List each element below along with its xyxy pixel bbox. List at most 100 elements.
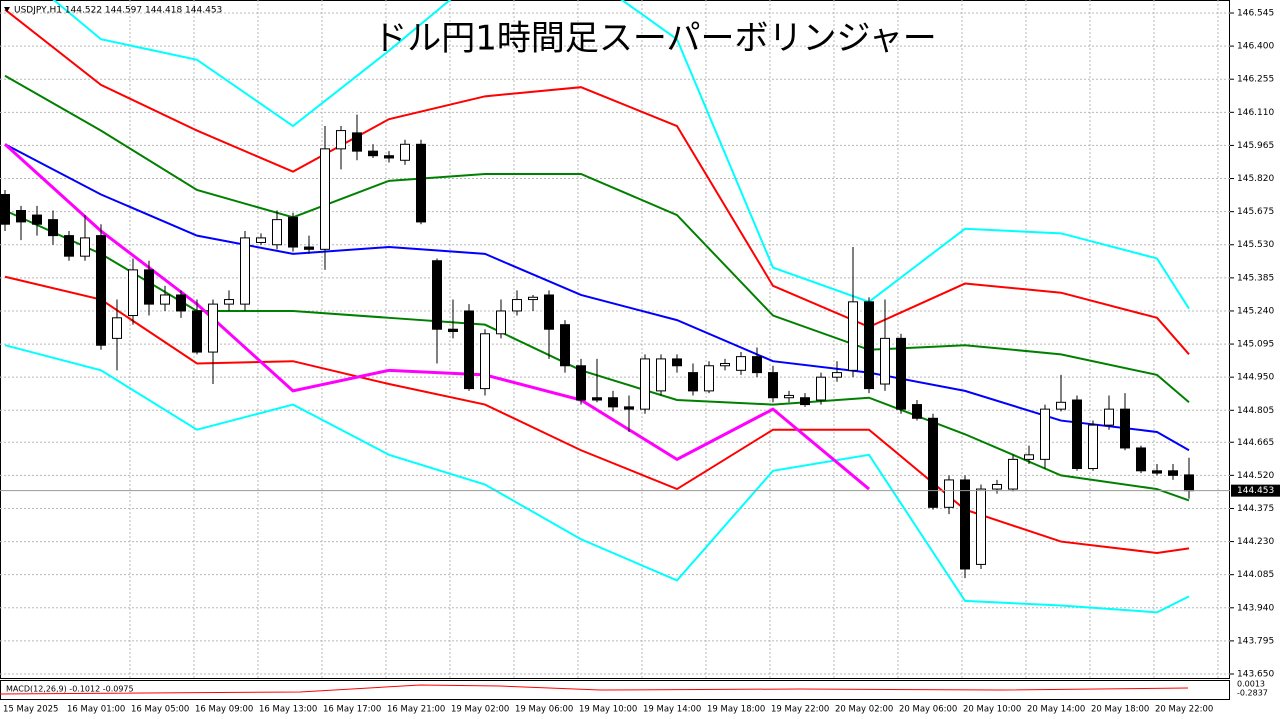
candle-body	[464, 310, 474, 390]
candle-body	[320, 148, 330, 250]
x-tick-label: 20 May 18:00	[1091, 705, 1149, 715]
y-tick-label: 145.385	[1237, 273, 1274, 283]
x-tick-label: 16 May 09:00	[195, 705, 253, 715]
price-tag	[1231, 484, 1280, 497]
candle-body	[272, 219, 282, 246]
y-tick-label: 145.965	[1237, 141, 1274, 151]
candle-body	[480, 333, 490, 390]
candle-body	[496, 310, 506, 335]
candle-body	[1088, 424, 1098, 470]
candle-body	[736, 356, 746, 371]
candle-body	[1104, 408, 1114, 426]
candles	[0, 114, 1194, 579]
candle-body	[800, 397, 810, 406]
candle-body	[1136, 447, 1146, 472]
candle-body	[640, 358, 650, 410]
candle-body	[1168, 470, 1178, 476]
x-tick-label: 20 May 14:00	[1027, 705, 1085, 715]
candle-body	[672, 358, 682, 367]
x-tick-label: 16 May 13:00	[259, 705, 317, 715]
x-tick-label: 19 May 18:00	[707, 705, 765, 715]
candle-body	[304, 246, 314, 250]
candle-body	[80, 237, 90, 257]
y-tick-label: 144.375	[1237, 504, 1274, 514]
candle-body	[0, 194, 10, 225]
x-tick-label: 19 May 10:00	[579, 705, 637, 715]
candle-body	[928, 417, 938, 508]
y-tick-label: 145.820	[1237, 174, 1274, 184]
y-tick-label: 143.795	[1237, 636, 1274, 646]
y-tick-label: 146.400	[1237, 42, 1274, 52]
candle-body	[976, 488, 986, 565]
macd-tick: 0.0013	[1237, 680, 1265, 689]
band-line	[4, 74, 1190, 404]
x-tick-label: 20 May 10:00	[963, 705, 1021, 715]
candle-body	[112, 317, 122, 339]
candle-body	[688, 372, 698, 392]
candle-body	[48, 219, 58, 237]
band-line	[4, 8, 1190, 356]
candle-body	[1184, 474, 1194, 492]
candle-body	[944, 479, 954, 508]
menu-arrow	[4, 7, 10, 12]
candle-body	[896, 337, 906, 410]
x-tick-label: 16 May 01:00	[67, 705, 125, 715]
y-tick-label: 144.520	[1237, 471, 1274, 481]
candle-body	[224, 299, 234, 305]
candle-body	[400, 143, 410, 161]
candle-body	[960, 479, 970, 570]
x-tick-label: 20 May 22:00	[1155, 705, 1213, 715]
y-tick-label: 146.545	[1237, 9, 1274, 19]
header: USDJPY,H1 144.522 144.597 144.418 144.45…	[14, 6, 222, 16]
candle-body	[32, 214, 42, 225]
candle-body	[1120, 408, 1130, 449]
candle-body	[720, 362, 730, 367]
candle-body	[624, 406, 634, 410]
candle-body	[368, 150, 378, 157]
candle-body	[16, 210, 26, 223]
y-tick-label: 145.675	[1237, 207, 1274, 217]
macd-frame	[0, 680, 1230, 700]
candle-body	[128, 269, 138, 317]
candle-body	[704, 365, 714, 392]
y-tick-label: 146.255	[1237, 75, 1274, 85]
x-tick-label: 16 May 17:00	[323, 705, 381, 715]
x-tick-label: 19 May 02:00	[451, 705, 509, 715]
candle-body	[192, 310, 202, 353]
x-tick-label: 20 May 06:00	[899, 705, 957, 715]
candle-body	[912, 404, 922, 419]
candle-body	[784, 394, 794, 399]
chart-title: ドル円1時間足スーパーボリンジャー	[373, 19, 937, 59]
y-tick-label: 146.110	[1237, 108, 1274, 118]
candle-body	[512, 299, 522, 312]
y-tick-label: 143.650	[1237, 670, 1274, 680]
x-tick-label: 15 May 2025	[3, 705, 58, 715]
candle-body	[160, 294, 170, 305]
candle-body	[336, 130, 346, 150]
y-tick-label: 144.805	[1237, 406, 1274, 416]
candle-body	[544, 294, 554, 330]
candle-body	[416, 143, 426, 223]
candle-body	[768, 372, 778, 399]
candle-body	[1040, 408, 1050, 460]
candle-body	[832, 372, 842, 378]
candle-body	[528, 296, 538, 301]
candle-body	[144, 269, 154, 305]
price-tag-label: 144.453	[1237, 486, 1274, 496]
macd-label: MACD(12,26,9) -0.1012 -0.0975	[6, 685, 134, 694]
candle-body	[288, 216, 298, 248]
band-line	[52, 0, 1190, 310]
y-tick-label: 144.665	[1237, 438, 1274, 448]
y-tick-label: 145.095	[1237, 340, 1274, 350]
candle-body	[448, 328, 458, 333]
candle-body	[256, 237, 266, 243]
candle-body	[848, 301, 858, 371]
candle-body	[816, 376, 826, 401]
candle-body	[432, 260, 442, 330]
x-tick-label: 19 May 06:00	[515, 705, 573, 715]
candle-body	[864, 301, 874, 390]
band-line	[4, 344, 1190, 614]
y-tick-label: 143.940	[1237, 603, 1274, 613]
candle-body	[608, 397, 618, 408]
candle-body	[1072, 399, 1082, 470]
